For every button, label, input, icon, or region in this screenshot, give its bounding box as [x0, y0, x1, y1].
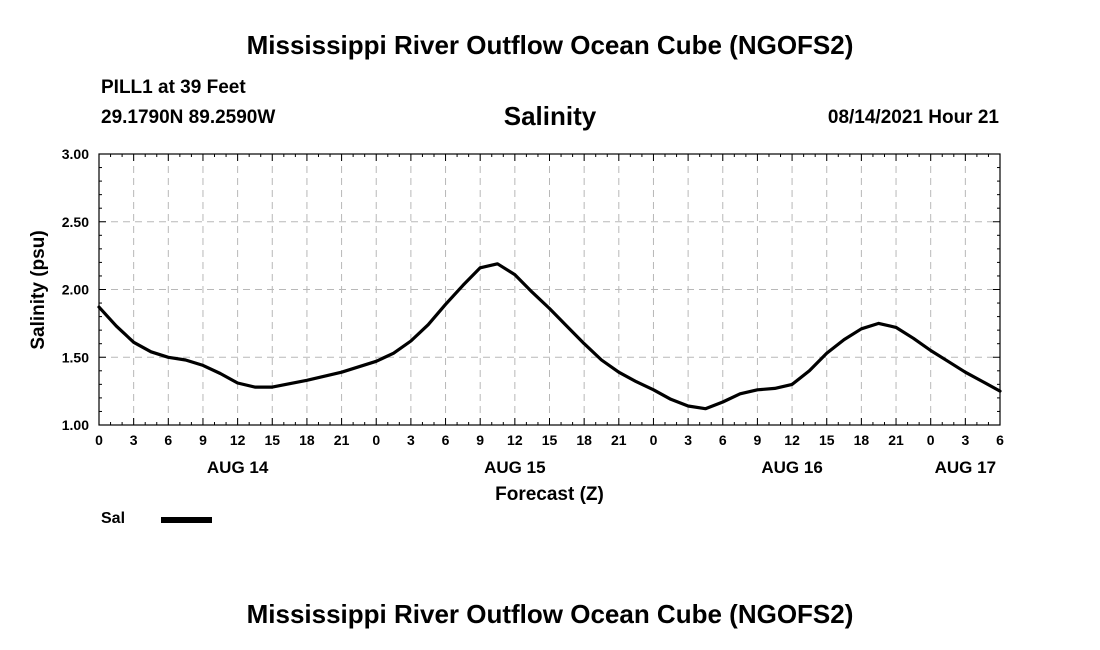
series-layer [97, 262, 1002, 411]
footer-title: Mississippi River Outflow Ocean Cube (NG… [246, 599, 854, 629]
legend-label: Sal [101, 510, 126, 527]
y-tick-label: 3.00 [62, 146, 89, 162]
x-tick-label: 9 [754, 432, 762, 448]
y-tick-label: 1.00 [62, 417, 89, 433]
x-tick-label: 12 [230, 432, 246, 448]
x-tick-label: 6 [442, 432, 450, 448]
day-label: AUG 16 [761, 458, 822, 477]
x-tick-label: 15 [542, 432, 558, 448]
datetime-label: 08/14/2021 Hour 21 [827, 107, 999, 128]
day-label: AUG 15 [484, 458, 545, 477]
x-tick-label: 21 [888, 432, 904, 448]
x-tick-label: 0 [927, 432, 935, 448]
x-tick-label: 0 [650, 432, 658, 448]
main-title: Mississippi River Outflow Ocean Cube (NG… [246, 30, 854, 60]
x-tick-label: 9 [199, 432, 207, 448]
coordinates-label: 29.1790N 89.2590W [101, 107, 276, 128]
x-tick-label: 18 [299, 432, 315, 448]
day-label: AUG 17 [935, 458, 996, 477]
x-tick-label: 9 [476, 432, 484, 448]
day-label: AUG 14 [207, 458, 269, 477]
x-tick-label: 3 [684, 432, 692, 448]
x-tick-label: 3 [961, 432, 969, 448]
x-tick-label: 6 [164, 432, 172, 448]
variable-title: Salinity [503, 101, 597, 131]
label-layer: 0 3 6 9 12 15 18 21 0 3 6 9 12 15 18 21 0 3 6 9 12 15 18 21 0 3 6 1… [62, 146, 1004, 477]
x-tick-label: 6 [996, 432, 1004, 448]
x-tick-label: 21 [334, 432, 350, 448]
x-tick-label: 0 [95, 432, 103, 448]
x-axis-title: Forecast (Z) [495, 484, 604, 505]
x-tick-label: 15 [264, 432, 280, 448]
y-tick-label: 2.50 [62, 214, 89, 230]
x-tick-label: 12 [784, 432, 800, 448]
x-tick-label: 18 [576, 432, 592, 448]
y-tick-label: 1.50 [62, 349, 89, 365]
y-tick-label: 2.00 [62, 282, 89, 298]
x-tick-label: 21 [611, 432, 627, 448]
x-tick-label: 6 [719, 432, 727, 448]
series-line-sal [97, 262, 1002, 411]
x-tick-label: 0 [372, 432, 380, 448]
grid-layer [99, 154, 1000, 425]
legend-swatch [161, 517, 212, 523]
x-tick-label: 18 [854, 432, 870, 448]
x-tick-label: 12 [507, 432, 523, 448]
plot-frame [98, 153, 1001, 426]
x-tick-label: 3 [407, 432, 415, 448]
x-tick-label: 3 [130, 432, 138, 448]
x-tick-label: 15 [819, 432, 835, 448]
station-label: PILL1 at 39 Feet [101, 77, 246, 98]
y-axis-title: Salinity (psu) [28, 230, 49, 349]
